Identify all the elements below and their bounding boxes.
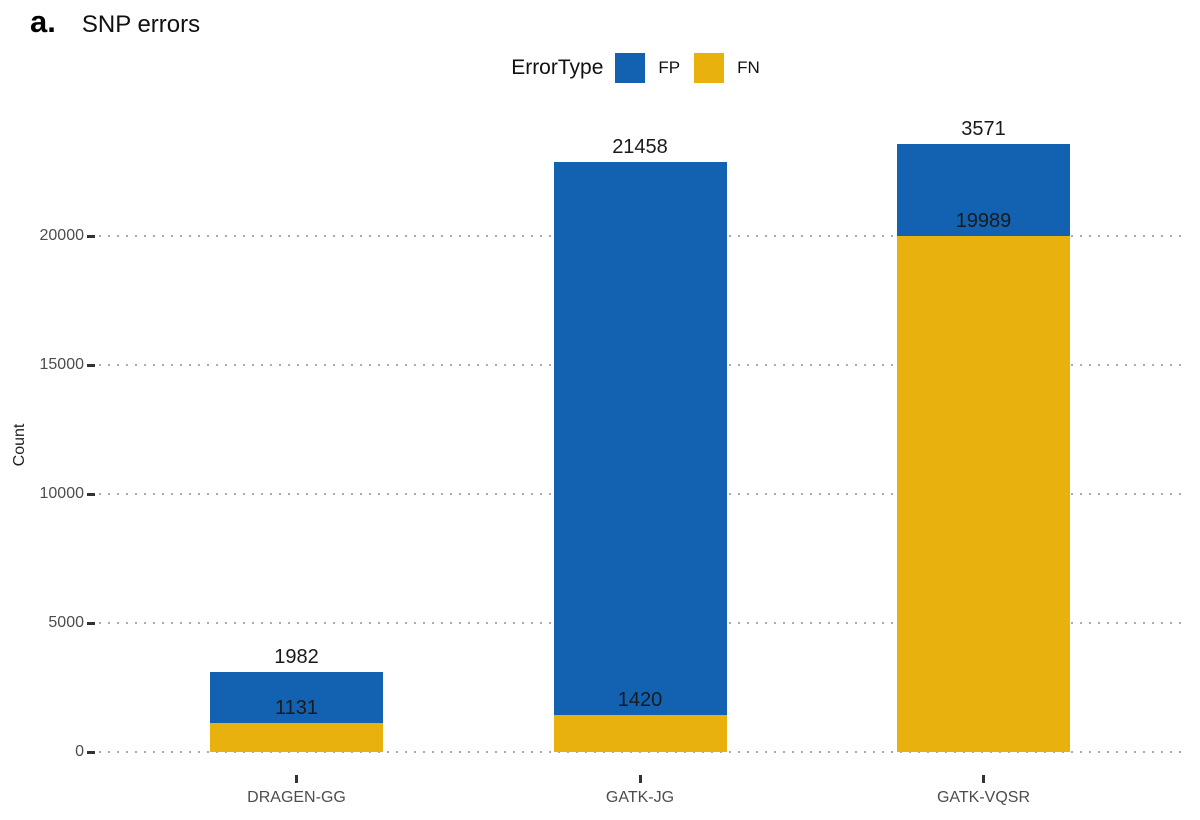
y-tick-label-15000: 15000 (39, 356, 85, 373)
x-tick-label-GATK-VQSR: GATK-VQSR (936, 789, 1031, 806)
y-tick-label-5000: 5000 (48, 614, 84, 631)
legend-swatch-fn (694, 53, 725, 83)
legend-label-fn: FN (737, 58, 760, 77)
legend-label-fp: FP (658, 58, 681, 77)
panel-letter-label: a. (30, 4, 56, 39)
legend-swatch-fp (615, 53, 646, 83)
x-tick-mark-GATK-VQSR (982, 775, 985, 783)
bar-value-label-FN-DRAGEN-GG: 1131 (274, 696, 318, 719)
legend-item-fp: FP (615, 53, 680, 83)
bar-segment-FN-GATK-JG (553, 715, 727, 752)
y-tick-label-20000: 20000 (39, 227, 85, 244)
x-tick-mark-DRAGEN-GG (295, 775, 298, 783)
x-tick-label-GATK-JG: GATK-JG (605, 789, 675, 806)
bar-value-label-FN-GATK-JG: 1420 (617, 689, 663, 712)
bar-segment-FP-GATK-JG (553, 161, 727, 716)
bar-value-label-FP-GATK-VQSR: 3571 (961, 118, 1006, 141)
x-tick-mark-GATK-JG (638, 775, 642, 783)
y-tick-mark-10000 (87, 492, 95, 496)
legend: ErrorType FP FN (99, 50, 1186, 86)
y-tick-mark-15000 (87, 363, 95, 367)
bar-segment-FN-GATK-VQSR (897, 236, 1070, 752)
x-tick-label-DRAGEN-GG: DRAGEN-GG (247, 789, 346, 806)
chart-title: SNP errors (81, 11, 201, 38)
y-tick-mark-5000 (87, 621, 95, 625)
y-tick-label-10000: 10000 (39, 485, 85, 502)
legend-item-fn: FN (694, 53, 760, 83)
bar-segment-FN-DRAGEN-GG (210, 722, 383, 752)
bar-segment-FP-GATK-VQSR (897, 144, 1070, 237)
bar-value-label-FP-DRAGEN-GG: 1982 (274, 645, 319, 668)
y-axis-title: Count (11, 423, 28, 467)
bar-value-label-FN-GATK-VQSR: 19989 (955, 210, 1012, 233)
gridline-0 (99, 751, 1186, 753)
legend-title: ErrorType (511, 56, 604, 79)
bar-value-label-FP-GATK-JG: 21458 (612, 135, 668, 158)
y-tick-mark-20000 (87, 234, 95, 238)
bar-segment-FP-DRAGEN-GG (210, 671, 383, 723)
figure-title: a. SNP errors (30, 4, 200, 40)
y-tick-mark-0 (87, 750, 95, 754)
y-tick-label-0: 0 (75, 743, 84, 760)
